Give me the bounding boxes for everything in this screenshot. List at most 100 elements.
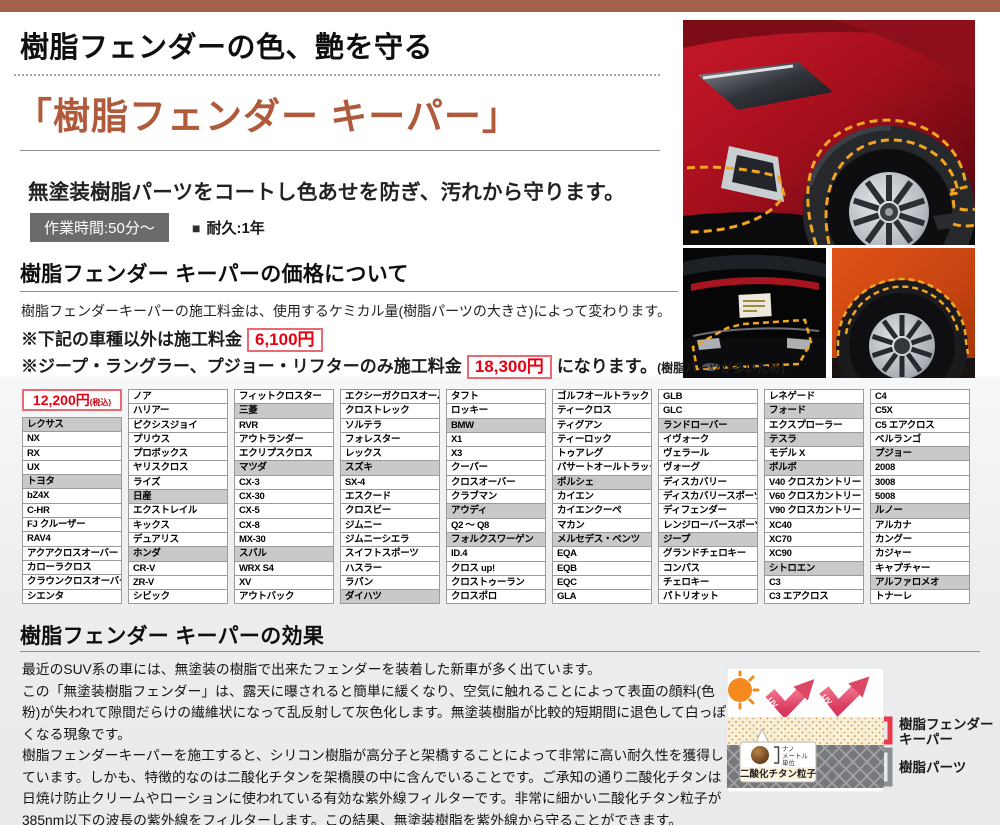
price-table-column: ノア ハリアー ピクシスジョイ プリウス プロボックス ヤリスクロス ライズ 日産 エクストレイ… [128, 389, 228, 605]
brand-header-cell: フォード [764, 403, 864, 419]
note1-text: ※下記の車種以外は施工料金 [21, 330, 242, 349]
keeper-coating-layer [727, 717, 884, 745]
brand-header-cell: ダイハツ [340, 589, 440, 605]
model-cell: C3 [764, 574, 864, 591]
model-cell: X1 [446, 431, 546, 448]
parts-label: 樹脂パーツ [899, 759, 966, 775]
table-price: 12,200円 [32, 392, 90, 408]
model-cell: XC70 [764, 531, 864, 548]
durability-text: 耐久:1年 [206, 220, 265, 237]
svg-text:メートル: メートル [782, 753, 809, 760]
photo-rear-bumper [683, 248, 826, 378]
model-cell: C-HR [22, 502, 122, 519]
photo-orange-wheel-arch [832, 248, 975, 378]
keeper-label: 樹脂フェンダー [899, 716, 994, 732]
headlight-streak [702, 64, 794, 80]
brand-header-cell: アウディ [446, 503, 546, 519]
brand-header-cell: ジープ [658, 531, 758, 548]
model-cell: C5 エアクロス [870, 417, 970, 433]
model-cell: ゴルフオールトラック [552, 389, 652, 405]
model-cell: エスクード [340, 489, 440, 505]
sun-icon [728, 670, 760, 710]
svg-text:単位: 単位 [782, 758, 796, 767]
model-cell: スイフトスポーツ [340, 546, 440, 562]
keeper-bracket [884, 716, 893, 745]
model-cell: モデル X [764, 446, 864, 462]
brand-header-cell: シトロエン [764, 560, 864, 576]
model-cell: グランドチェロキー [658, 546, 758, 562]
hub-cap [885, 208, 893, 216]
layer-labels: 樹脂フェンダー キーパー 樹脂パーツ [899, 716, 994, 775]
note2-suffix: になります。 [556, 357, 658, 376]
model-cell: ソルテラ [340, 417, 440, 433]
brand-header-cell: 三菱 [234, 403, 334, 419]
model-cell: クラブマン [446, 489, 546, 505]
effect-section-divider [20, 651, 980, 652]
price-note-default: ※下記の車種以外は施工料金 6,100円 [21, 325, 328, 352]
model-cell: キックス [128, 517, 228, 533]
model-cell: カングー [870, 531, 970, 548]
taillight-bar [691, 277, 819, 291]
model-cell: RVR [234, 417, 334, 433]
model-cell: EQB [552, 560, 652, 576]
model-cell: ディスカバリースポーツ [658, 489, 758, 505]
price-table-column: ゴルフオールトラック ティークロス ティグアン ティーロック トゥアレグ パサートオールト… [552, 389, 652, 605]
model-cell: ベルランゴ [870, 431, 970, 448]
model-cell: C5X [870, 403, 970, 419]
price-table-column: C4 C5X C5 エアクロス ベルランゴ プジョー 2008 3008 5008 ルノー アルカ… [870, 389, 970, 605]
svg-text:ナノ: ナノ [782, 745, 795, 753]
model-cell: フォレスター [340, 431, 440, 448]
model-cell: エクストレイル [128, 503, 228, 519]
work-time-badge: 作業時間:50分～ [30, 213, 169, 242]
model-cell: チェロキー [658, 574, 758, 591]
model-cell: EQC [552, 574, 652, 591]
model-cell: クロストゥーラン [446, 574, 546, 591]
model-cell: クロスポロ [446, 589, 546, 605]
main-photo-red-suv-fender [683, 20, 975, 245]
model-cell: ノア [128, 389, 228, 405]
model-cell: シビック [128, 589, 228, 605]
effect-paragraph: 樹脂フェンダーキーパーを施工すると、シリコン樹脂が高分子と架橋することによって非… [22, 748, 724, 825]
model-cell: UX [22, 459, 122, 476]
model-cell: デュアリス [128, 531, 228, 548]
model-cell: GLA [552, 589, 652, 605]
wheel-spokes [871, 315, 933, 377]
door-shading [833, 20, 975, 90]
fog-lamp [732, 155, 777, 192]
sticker-marks [743, 300, 765, 312]
brand-header-cell: ホンダ [128, 546, 228, 562]
title-divider [20, 150, 660, 151]
effect-paragraphs: 最近のSUV系の車には、無塗装の樹脂で出来たフェンダーを装着した新車が多く出てい… [22, 659, 728, 825]
titanium-particle-icon [751, 746, 769, 764]
model-cell: ハリアー [128, 403, 228, 419]
model-cell: V40 クロスカントリー [764, 474, 864, 491]
model-cell: ティークロス [552, 403, 652, 419]
model-cell: プリウス [128, 431, 228, 448]
model-cell: クロス up! [446, 560, 546, 576]
tax-included-note: (税込) [89, 398, 112, 407]
lead-text: 無塗装樹脂パーツをコートし色あせを防ぎ、汚れから守ります。 [28, 181, 625, 204]
model-cell: X3 [446, 446, 546, 462]
model-cell: アルカナ [870, 517, 970, 533]
high-price-chip: 18,300円 [466, 355, 552, 379]
model-cell: GLB [658, 389, 758, 405]
model-cell: V90 クロスカントリー [764, 503, 864, 519]
model-cell: C3 エアクロス [764, 589, 864, 605]
price-description: 樹脂フェンダーキーパーの施工料金は、使用するケミカル量(樹脂パーツの大きさ)によ… [21, 303, 671, 319]
parts-bracket [884, 747, 893, 787]
particle-label: 二酸化チタン粒子 [740, 768, 817, 780]
model-cell: エクスプローラー [764, 417, 864, 433]
note2-reason: (樹脂パーツが多いため) [657, 361, 785, 375]
model-cell: XC90 [764, 546, 864, 562]
service-title: 「樹脂フェンダー キーパー」 [15, 96, 520, 137]
model-cell: アウトランダー [234, 431, 334, 448]
brand-header-cell: スズキ [340, 460, 440, 476]
model-cell: FJ クルーザー [22, 517, 122, 533]
price-table-column: フィットクロスター 三菱 RVR アウトランダー エクリプスクロス マツダ CX-3 CX-3… [234, 389, 334, 605]
price-table-columns: 12,200円(税込) レクサス NX RX UX トヨタ bZ4X C-HR FJ クルーザ… [22, 389, 970, 605]
brand-header-cell: スバル [234, 546, 334, 562]
model-cell: ID.4 [446, 546, 546, 562]
effect-paragraph: この「無塗装樹脂フェンダー」は、露天に曝されると簡単に緩くなり、空気に触れること… [22, 683, 727, 742]
square-bullet-icon: ■ [192, 220, 201, 236]
